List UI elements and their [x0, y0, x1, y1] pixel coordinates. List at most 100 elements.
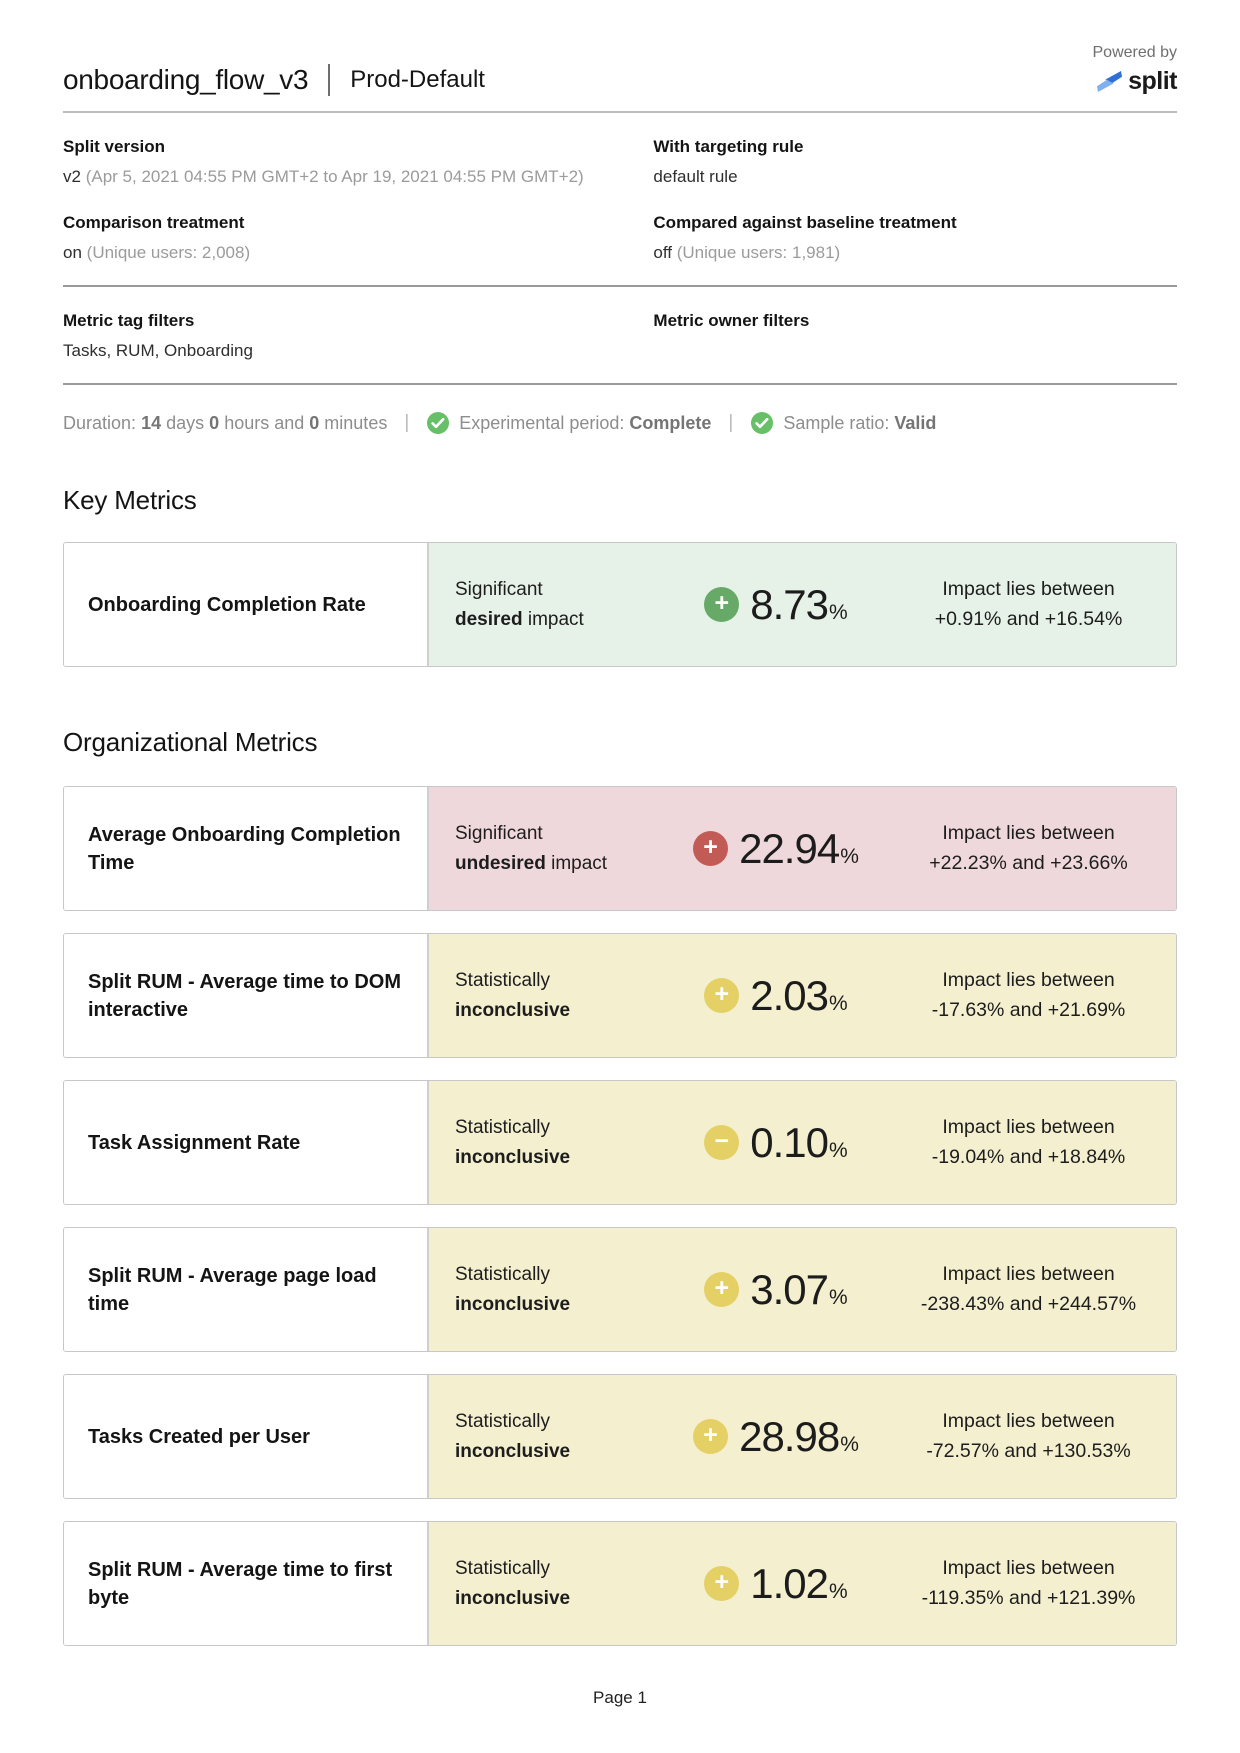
metric-card-body: Statistically inconclusive + 2.03% Impac…: [429, 934, 1176, 1057]
duration-minutes: 0: [309, 412, 320, 433]
comparison-treatment-label: Comparison treatment: [63, 213, 245, 232]
status-separator: |: [728, 412, 734, 433]
duration-days-word: days: [166, 412, 205, 433]
status-line1: Statistically: [455, 1117, 551, 1139]
split-version-label: Split version: [63, 137, 166, 156]
metric-card: Tasks Created per User Statistically inc…: [63, 1374, 1177, 1499]
metric-name: Average Onboarding Completion Time: [64, 787, 429, 910]
status-keyword: inconclusive: [455, 1293, 571, 1315]
plus-icon: +: [704, 587, 740, 622]
metric-change: + 8.73%: [651, 581, 901, 629]
metric-card-body: Statistically inconclusive + 28.98% Impa…: [429, 1375, 1176, 1498]
change-number: 1.02%: [750, 1560, 847, 1608]
environment-name: Prod-Default: [350, 66, 485, 93]
metric-change: + 22.94%: [651, 825, 901, 873]
metric-change: + 3.07%: [651, 1266, 901, 1314]
metric-impact: Impact lies between +0.91% and +16.54%: [901, 575, 1176, 634]
metric-change: + 1.02%: [651, 1560, 901, 1608]
impact-line1: Impact lies between: [942, 1263, 1115, 1286]
change-number: 0.10%: [750, 1119, 847, 1167]
change-value: 22.94: [739, 824, 840, 872]
impact-range: -119.35% and +121.39%: [921, 1586, 1136, 1609]
split-title: onboarding_flow_v3: [63, 64, 309, 95]
impact-range: -238.43% and +244.57%: [920, 1292, 1137, 1315]
metric-name: Tasks Created per User: [64, 1375, 429, 1498]
experimental-period-text: Experimental period: Complete: [459, 413, 711, 434]
change-value: 28.98: [739, 1412, 840, 1460]
powered-by-label: Powered by: [1092, 44, 1178, 61]
percent-sign: %: [829, 1579, 848, 1603]
experiment-info: Split version v2 (Apr 5, 2021 04:55 PM G…: [63, 113, 1177, 285]
comparison-unique-users: (Unique users: 2,008): [86, 243, 251, 262]
change-number: 2.03%: [750, 972, 847, 1020]
change-number: 22.94%: [739, 825, 859, 873]
metric-impact: Impact lies between -238.43% and +244.57…: [901, 1260, 1176, 1319]
metric-name: Onboarding Completion Rate: [64, 543, 429, 666]
change-value: 2.03: [750, 971, 829, 1019]
duration-hours: 0: [209, 412, 220, 433]
plus-icon: +: [704, 978, 740, 1013]
metric-name: Split RUM - Average time to first byte: [64, 1522, 429, 1645]
status-keyword: inconclusive: [455, 999, 571, 1021]
split-logo-icon: [1096, 68, 1123, 95]
status-rest: impact: [545, 852, 608, 874]
brand-row: split: [1093, 67, 1177, 96]
impact-range: +0.91% and +16.54%: [934, 607, 1123, 630]
status-keyword: inconclusive: [455, 1146, 571, 1168]
info-divider: [63, 285, 1177, 287]
minus-icon: −: [704, 1125, 740, 1160]
metric-filters: Metric tag filters Tasks, RUM, Onboardin…: [63, 287, 1177, 383]
check-circle-icon: [426, 411, 450, 435]
baseline-treatment-name: off: [653, 243, 672, 262]
metric-card-body: Significant desired impact + 8.73% Impac…: [429, 543, 1176, 666]
header-divider: [63, 111, 1177, 113]
metric-change: + 2.03%: [651, 972, 901, 1020]
comparison-treatment-value: on (Unique users: 2,008): [63, 243, 653, 263]
metric-tag-filters-info: Metric tag filters Tasks, RUM, Onboardin…: [63, 311, 653, 361]
brand-block: Powered by split: [1093, 44, 1178, 96]
impact-line1: Impact lies between: [942, 578, 1115, 601]
plus-icon: +: [693, 831, 729, 866]
duration-label: Duration:: [63, 412, 137, 433]
metric-name: Split RUM - Average time to DOM interact…: [64, 934, 429, 1057]
metric-owner-filters-info: Metric owner filters: [653, 311, 1177, 361]
title-row: onboarding_flow_v3 Prod-Default: [63, 64, 485, 96]
metric-impact: Impact lies between -72.57% and +130.53%: [901, 1407, 1176, 1466]
metric-owner-filters-label: Metric owner filters: [653, 311, 810, 330]
metric-tag-filters-value: Tasks, RUM, Onboarding: [63, 341, 253, 360]
split-version-info: Split version v2 (Apr 5, 2021 04:55 PM G…: [63, 137, 653, 187]
duration-text: Duration: 14 days 0 hours and 0 minutes: [63, 413, 387, 434]
change-value: 8.73: [750, 580, 829, 628]
metric-status: Statistically inconclusive: [429, 1260, 651, 1319]
experimental-period-label: Experimental period:: [459, 412, 625, 433]
metric-change: + 28.98%: [651, 1413, 901, 1461]
targeting-rule-value: default rule: [653, 167, 1177, 187]
plus-icon: +: [704, 1566, 740, 1601]
comparison-treatment-name: on: [63, 243, 82, 262]
title-divider: [328, 64, 331, 96]
duration-minutes-word: minutes: [324, 412, 388, 433]
baseline-treatment-info: Compared against baseline treatment off …: [653, 213, 1177, 263]
metric-change: − 0.10%: [651, 1119, 901, 1167]
baseline-treatment-label: Compared against baseline treatment: [653, 213, 957, 232]
change-value: 0.10: [750, 1118, 829, 1166]
sample-ratio-value: Valid: [894, 412, 937, 433]
plus-icon: +: [704, 1272, 740, 1307]
metric-card-body: Significant undesired impact + 22.94% Im…: [429, 787, 1176, 910]
percent-sign: %: [829, 1285, 848, 1309]
metric-card-body: Statistically inconclusive − 0.10% Impac…: [429, 1081, 1176, 1204]
brand-wordmark: split: [1128, 67, 1177, 95]
impact-range: -72.57% and +130.53%: [926, 1439, 1131, 1462]
status-line1: Statistically: [455, 1558, 551, 1580]
key-metrics-heading: Key Metrics: [63, 485, 197, 515]
status-line1: Significant: [455, 579, 543, 601]
status-line1: Statistically: [455, 970, 551, 992]
metric-card-body: Statistically inconclusive + 3.07% Impac…: [429, 1228, 1176, 1351]
targeting-rule-info: With targeting rule default rule: [653, 137, 1177, 187]
percent-sign: %: [840, 844, 859, 868]
metric-card-body: Statistically inconclusive + 1.02% Impac…: [429, 1522, 1176, 1645]
status-bar: Duration: 14 days 0 hours and 0 minutes …: [63, 411, 1177, 435]
metric-status: Statistically inconclusive: [429, 966, 651, 1025]
impact-range: +22.23% and +23.66%: [929, 851, 1128, 874]
organizational-metrics-heading: Organizational Metrics: [63, 727, 318, 757]
